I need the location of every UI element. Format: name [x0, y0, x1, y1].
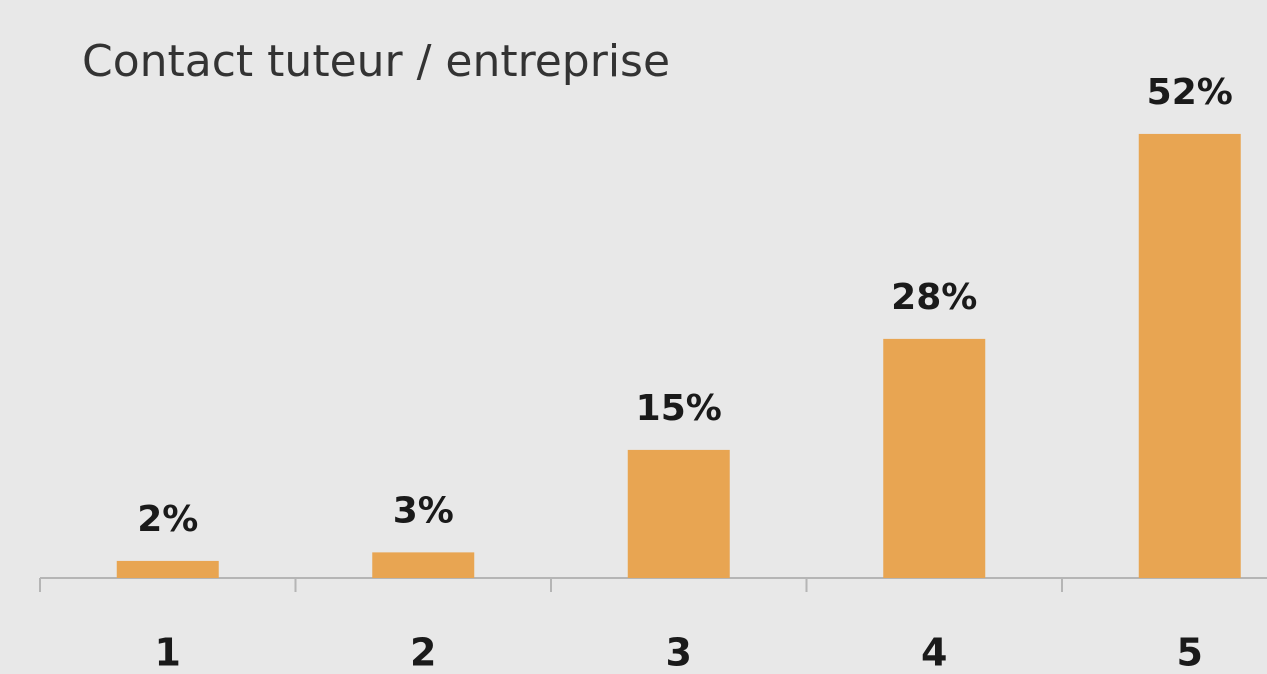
value-label: 3%	[393, 490, 454, 531]
bar	[372, 552, 475, 578]
chart-title: Contact tuteur / entreprise	[82, 36, 670, 87]
bar	[883, 338, 986, 578]
bar	[1138, 133, 1241, 579]
value-label: 15%	[636, 388, 722, 429]
x-tick-label: 2	[410, 631, 436, 674]
bar	[627, 449, 730, 578]
value-label: 52%	[1147, 72, 1233, 113]
value-label: 2%	[137, 499, 198, 540]
x-tick-label: 4	[921, 631, 947, 674]
bar	[116, 560, 219, 578]
x-tick-label: 1	[155, 631, 181, 674]
x-tick-label: 3	[666, 631, 692, 674]
value-label: 28%	[891, 277, 977, 318]
x-tick-label: 5	[1177, 631, 1203, 674]
